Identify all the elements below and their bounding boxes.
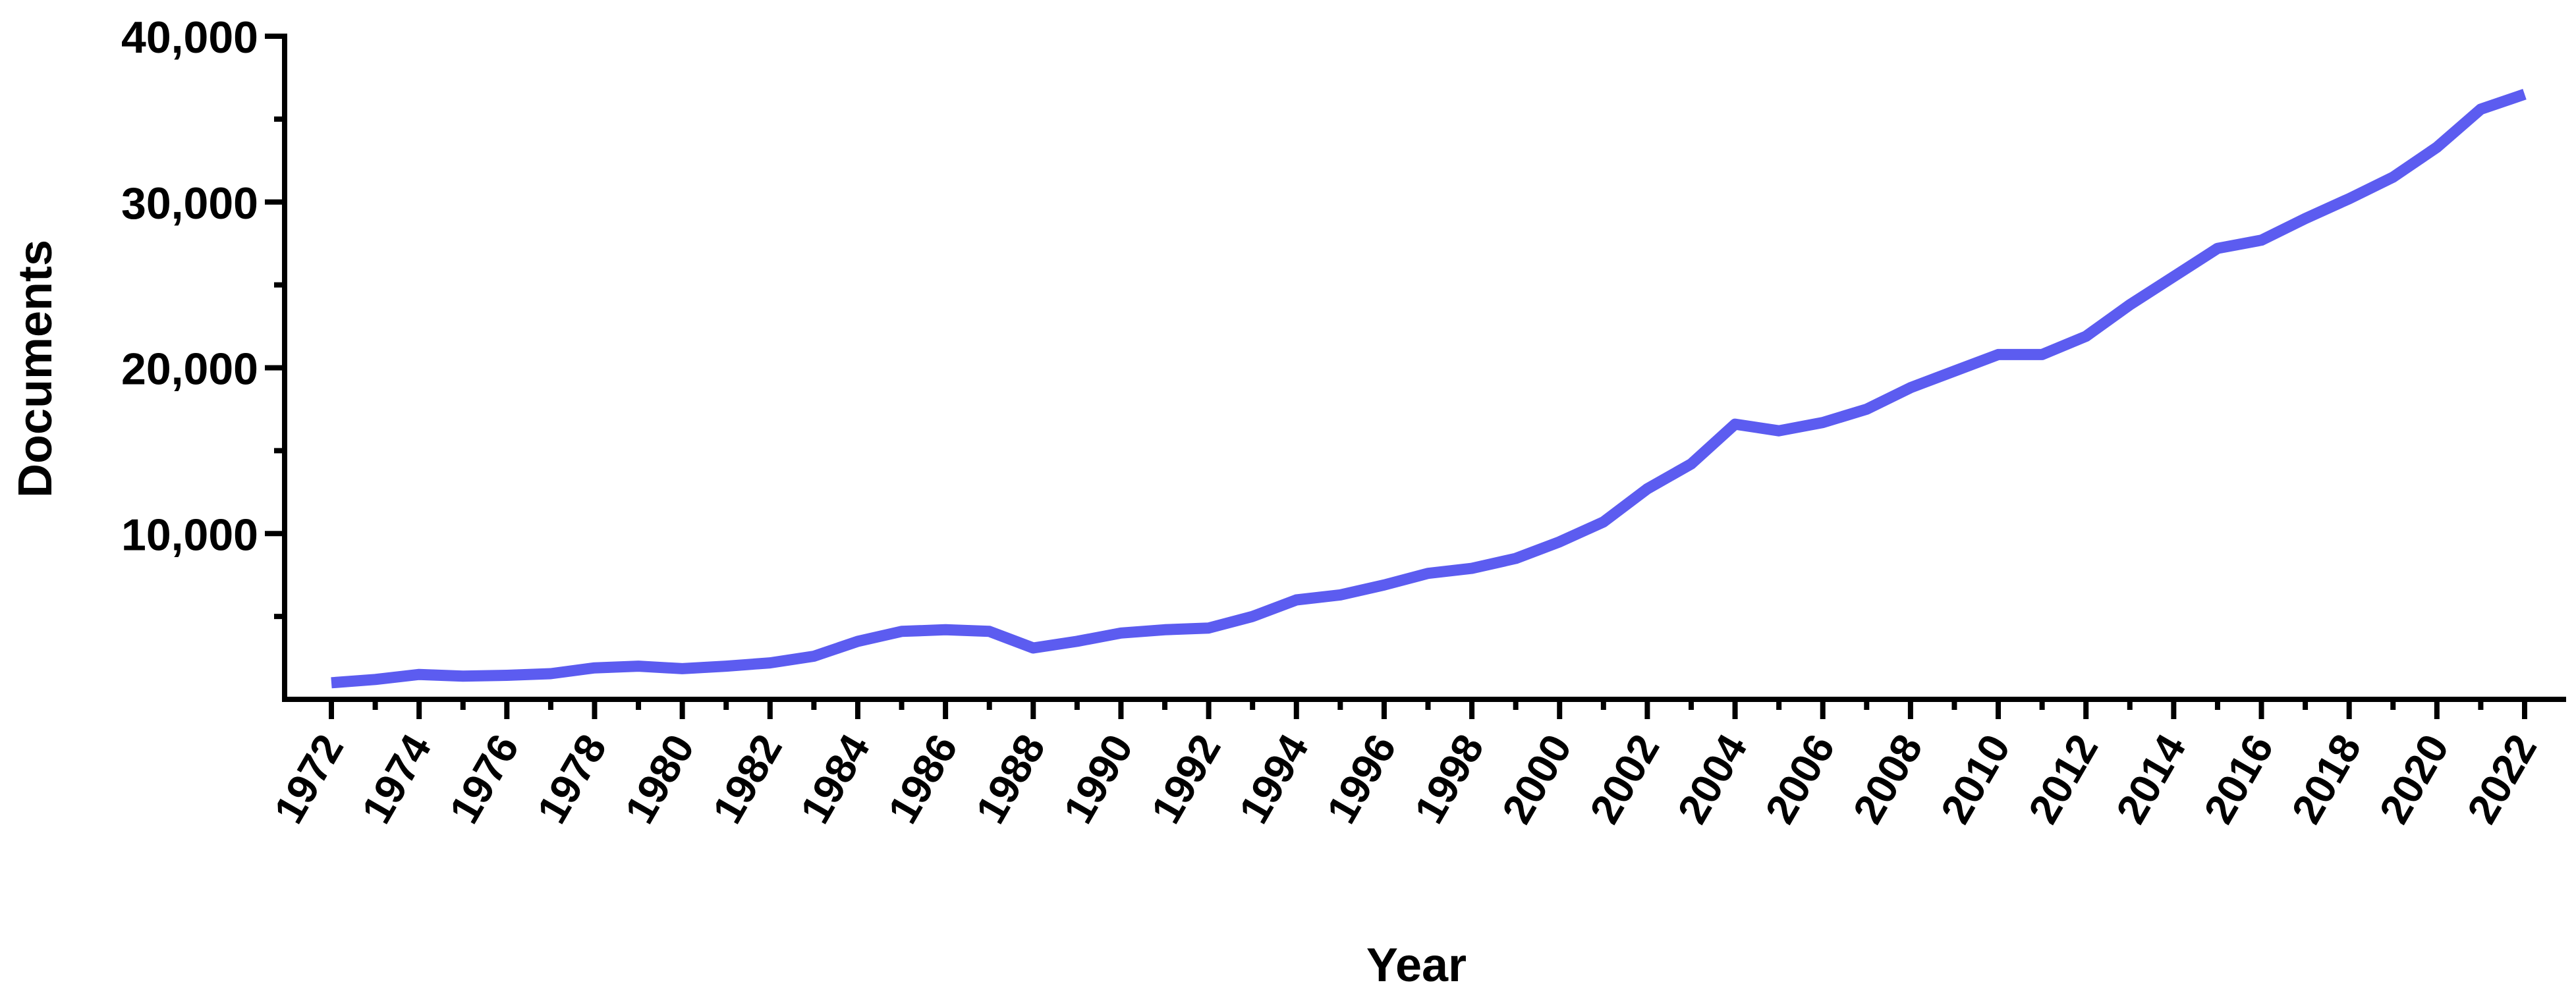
x-tick-label: 2000	[1493, 726, 1581, 831]
x-tick-label: 2020	[2370, 726, 2458, 831]
x-tick-label: 1984	[791, 726, 880, 832]
x-tick-label: 2002	[1581, 726, 1669, 831]
x-tick-label: 1994	[1229, 726, 1318, 832]
x-tick-label: 2010	[1932, 726, 2020, 831]
x-tick-label: 1978	[528, 726, 616, 831]
x-tick-label: 2014	[2107, 726, 2195, 832]
x-tick-label: 2004	[1668, 726, 1756, 832]
x-tick-label: 2012	[2019, 726, 2108, 831]
x-tick-label: 1986	[879, 726, 967, 831]
x-tick-label: 1990	[1054, 726, 1142, 831]
x-tick-label: 2008	[1843, 726, 1932, 831]
y-axis-ticks: 10,000 20,000 30,000 40,000	[121, 13, 285, 620]
x-tick-label: 2016	[2195, 726, 2283, 831]
x-tick-label: 1976	[440, 726, 528, 831]
y-tick-label: 10,000	[121, 510, 258, 560]
series-group	[331, 89, 2527, 689]
x-tick-label: 1980	[615, 726, 704, 831]
x-tick-label: 1996	[1318, 726, 1406, 831]
x-tick-label: 1982	[703, 726, 791, 831]
x-axis-title: Year	[1366, 939, 1467, 992]
x-tick-label: 1974	[352, 726, 441, 832]
y-axis-title: Documents	[9, 240, 62, 498]
x-axis-ticks: 1972 1974 1976 1978 1980 1982 1984 1986 1988 1990…	[265, 699, 2546, 831]
axes	[282, 34, 2566, 702]
series-line	[331, 89, 2527, 689]
x-tick-label: 2018	[2282, 726, 2370, 831]
x-tick-label: 1998	[1405, 726, 1494, 831]
x-tick-label: 1992	[1142, 726, 1230, 831]
y-tick-label: 20,000	[121, 344, 258, 394]
x-tick-label: 1972	[265, 726, 353, 831]
x-tick-label: 2006	[1756, 726, 1844, 831]
y-tick-label: 30,000	[121, 178, 258, 229]
x-tick-label: 2022	[2458, 726, 2546, 831]
x-tick-label: 1988	[966, 726, 1055, 831]
y-tick-label: 40,000	[121, 13, 258, 63]
